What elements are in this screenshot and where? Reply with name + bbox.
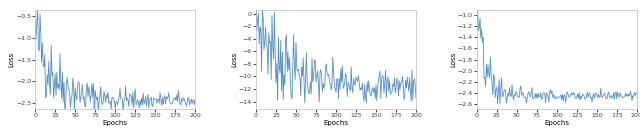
X-axis label: Epochs: Epochs: [102, 120, 128, 126]
X-axis label: Epochs: Epochs: [544, 120, 570, 126]
Y-axis label: Loss: Loss: [231, 52, 237, 67]
Y-axis label: Loss: Loss: [450, 52, 456, 67]
Y-axis label: Loss: Loss: [8, 52, 15, 67]
X-axis label: Epochs: Epochs: [323, 120, 349, 126]
